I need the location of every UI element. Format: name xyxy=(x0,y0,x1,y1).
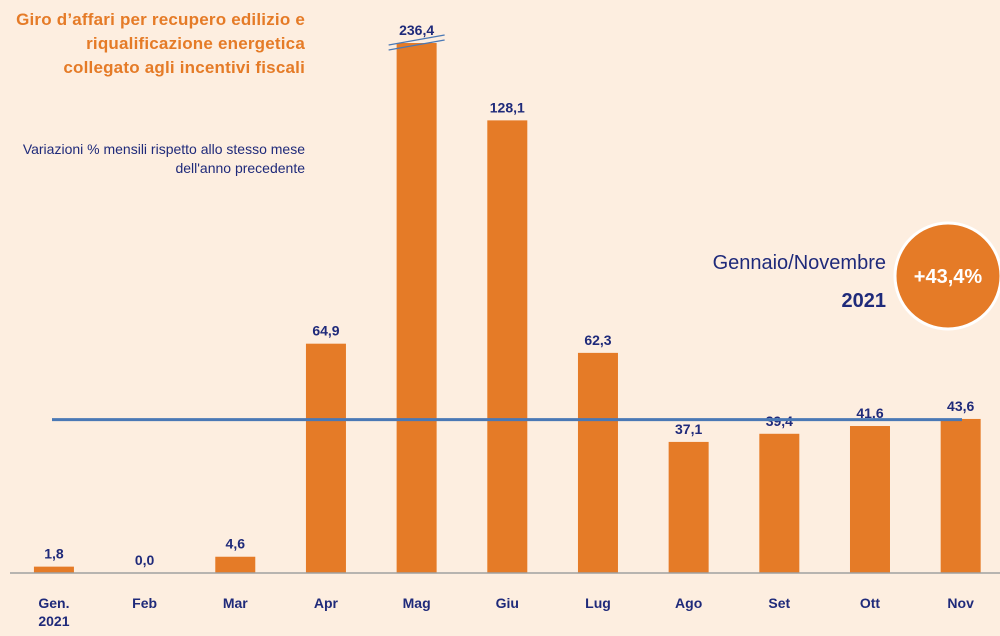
x-tick-label: Mag xyxy=(402,595,431,611)
x-tick-label: Gen. 2021 xyxy=(38,595,70,629)
annotation-label: +43,4% xyxy=(914,266,983,288)
annotation-year: 2021 xyxy=(841,290,887,312)
value-label: 62,3 xyxy=(584,332,611,348)
bars xyxy=(33,43,981,574)
value-label: 0,0 xyxy=(135,552,155,568)
annotation-badge xyxy=(893,221,1000,331)
bar xyxy=(396,43,437,574)
bar xyxy=(940,418,981,573)
x-tick-label: Lug xyxy=(585,595,611,611)
annotation: Gennaio/Novembre 2021 xyxy=(600,244,886,320)
bar xyxy=(33,566,74,573)
chart-subtitle: Variazioni % mensili rispetto allo stess… xyxy=(22,141,305,176)
x-tick-label: Mar xyxy=(222,595,248,611)
x-tick-label: Apr xyxy=(313,595,339,611)
annotation-period: Gennaio/Novembre xyxy=(712,252,886,274)
value-label: 236,4 xyxy=(399,22,434,38)
axis-break xyxy=(388,39,445,51)
x-tick-label: Ott xyxy=(859,595,881,611)
x-tick-label: Set xyxy=(768,595,791,611)
value-label: 41,6 xyxy=(856,405,883,421)
x-tick-label: Nov xyxy=(947,595,974,611)
bar xyxy=(215,556,256,573)
axis-break xyxy=(388,34,445,46)
bar xyxy=(668,441,709,573)
bar xyxy=(849,426,890,573)
value-label: 1,8 xyxy=(44,546,64,562)
bar xyxy=(487,120,528,573)
value-label: 37,1 xyxy=(675,421,702,437)
x-tick-label: Ago xyxy=(675,595,703,611)
value-label: 4,6 xyxy=(226,536,246,552)
chart-title: Giro d’affari per recupero edilizio e ri… xyxy=(16,10,305,77)
bar xyxy=(759,433,800,573)
value-label: 64,9 xyxy=(312,323,339,339)
x-tick-label: Giu xyxy=(495,595,519,611)
x-tick-label: Feb xyxy=(132,595,158,611)
value-label: 128,1 xyxy=(490,99,525,115)
bar xyxy=(305,343,346,573)
value-label: 43,6 xyxy=(947,398,974,414)
bar xyxy=(577,352,618,573)
